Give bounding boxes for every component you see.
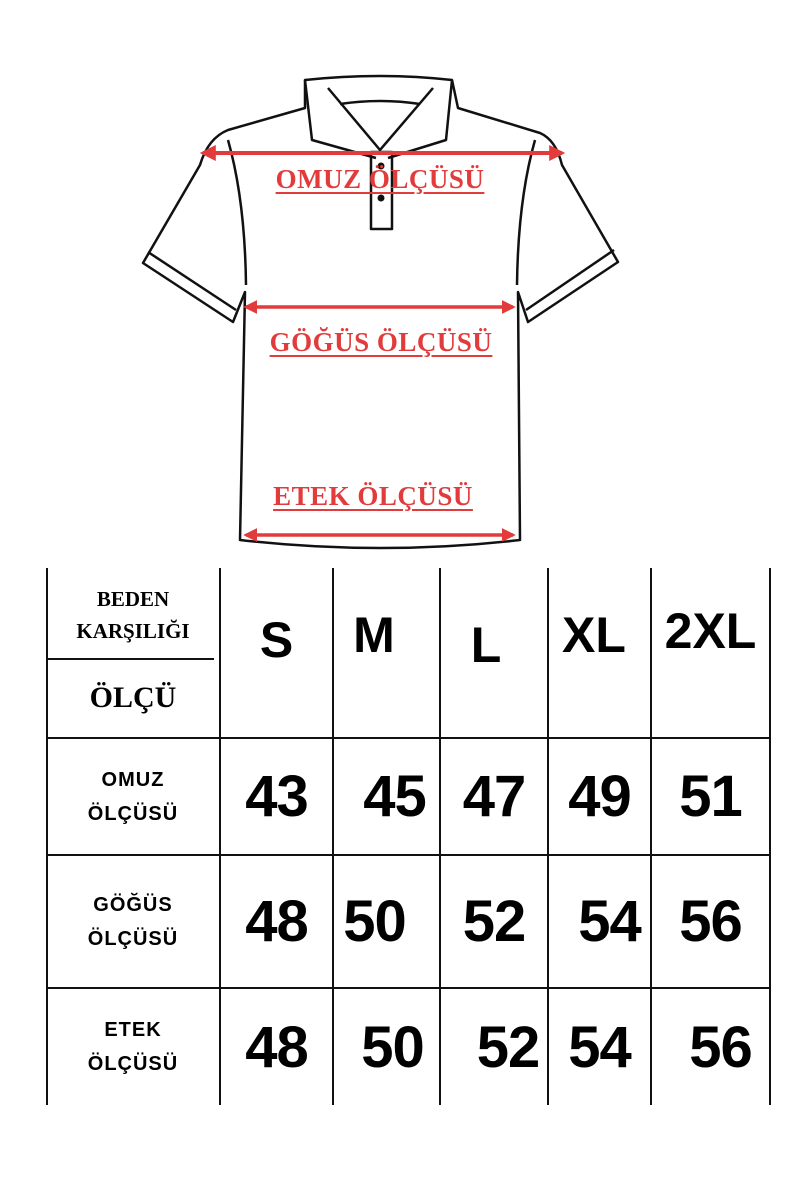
size-header: BEDEN KARŞILIĞI	[48, 572, 218, 658]
grid-line	[46, 568, 48, 1105]
row-label: ETEK ÖLÇÜSÜ	[48, 989, 218, 1105]
shirt-outline	[141, 74, 620, 550]
button	[377, 194, 385, 202]
polo-shirt-diagram	[141, 74, 620, 550]
grid-line	[332, 568, 334, 1105]
row-label-text: OMUZ	[101, 768, 165, 791]
measure-value: 48	[245, 1014, 309, 1080]
shoulder-measure-label: OMUZ ÖLÇÜSÜ	[275, 164, 485, 194]
measure-value: 49	[568, 764, 632, 829]
measure-value: 50	[361, 1014, 425, 1080]
chest-measure-label: GÖĞÜS ÖLÇÜSÜ	[269, 327, 493, 357]
size-l: L	[470, 617, 502, 673]
measure-value: 48	[245, 889, 309, 954]
measure-value: 51	[679, 764, 743, 829]
size-s: S	[259, 612, 294, 668]
collar-inner	[327, 87, 434, 152]
grid-line	[439, 568, 441, 1105]
grid-line	[46, 854, 771, 856]
header-text: BEDEN	[96, 587, 170, 611]
left-cuff-line	[147, 250, 237, 312]
collar-band	[339, 99, 421, 106]
hem-measure-label: ETEK ÖLÇÜSÜ	[273, 481, 473, 511]
grid-line	[650, 568, 652, 1105]
collar-right	[387, 79, 454, 160]
measure-value: 45	[363, 764, 427, 829]
grid-line	[219, 568, 221, 1105]
grid-line	[769, 568, 771, 1105]
left-seam	[226, 139, 248, 286]
row-label: GÖĞÜS ÖLÇÜSÜ	[48, 856, 218, 987]
measure-value: 54	[568, 1014, 632, 1080]
size-m: M	[353, 607, 395, 663]
measure-value: 52	[476, 1014, 541, 1080]
row-label-text: ÖLÇÜSÜ	[87, 927, 179, 950]
grid-line	[46, 658, 214, 660]
measure-value: 52	[462, 889, 527, 954]
size-2xl: 2XL	[664, 603, 757, 659]
measure-value: 54	[578, 889, 642, 954]
button	[377, 162, 385, 170]
measure-value: 50	[343, 889, 407, 954]
measure-header: ÖLÇÜ	[89, 681, 177, 714]
measure-value: 47	[462, 764, 527, 829]
row-label-text: ETEK	[104, 1019, 162, 1041]
row-label-text: GÖĞÜS	[93, 893, 173, 916]
row-label-text: ÖLÇÜSÜ	[87, 1053, 179, 1075]
collar-left	[303, 79, 377, 160]
right-cuff-line	[525, 248, 615, 312]
row-label: OMUZ ÖLÇÜSÜ	[48, 739, 218, 854]
row-label-text: ÖLÇÜSÜ	[87, 802, 179, 825]
grid-line	[46, 737, 771, 739]
measure-value: 56	[689, 1014, 753, 1080]
measure-value: 56	[679, 889, 743, 954]
size-xl: XL	[562, 607, 626, 663]
grid-line	[46, 987, 771, 989]
header-text: KARŞILIĞI	[76, 619, 190, 643]
right-seam	[515, 139, 537, 286]
grid-line	[547, 568, 549, 1105]
measure-value: 43	[245, 764, 309, 829]
